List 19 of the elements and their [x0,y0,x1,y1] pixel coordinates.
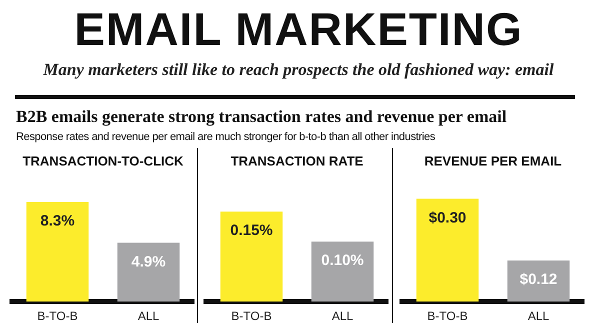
x-tick-label: B-TO-B [37,309,78,324]
data-label: $0.30 [428,209,466,226]
data-label: 0.15% [230,222,273,240]
data-label: 0.10% [321,252,364,270]
x-tick-label: ALL [138,309,160,324]
text: B2B emails generate strong transaction rates and revenue per email [16,107,507,127]
x-tick-label: B-TO-B [231,309,272,324]
data-label: 8.3% [40,212,75,230]
chart-title: TRANSACTION RATE [230,153,364,168]
text: EMAIL MARKETING [73,2,524,56]
text: Response rates and revenue per email are much stronger for b-to-b than all other industries [16,131,436,143]
chart-title: REVENUE PER EMAIL [424,153,562,168]
x-tick-label: ALL [528,309,550,324]
data-label: 4.9% [131,253,166,270]
chart-title: TRANSACTION-TO-CLICK [22,153,184,168]
text: Many marketers still like to reach prospects the old fashioned way: email [42,60,555,80]
data-label: $0.12 [520,271,558,288]
x-tick-label: B-TO-B [427,309,468,324]
x-tick-label: ALL [332,309,354,324]
